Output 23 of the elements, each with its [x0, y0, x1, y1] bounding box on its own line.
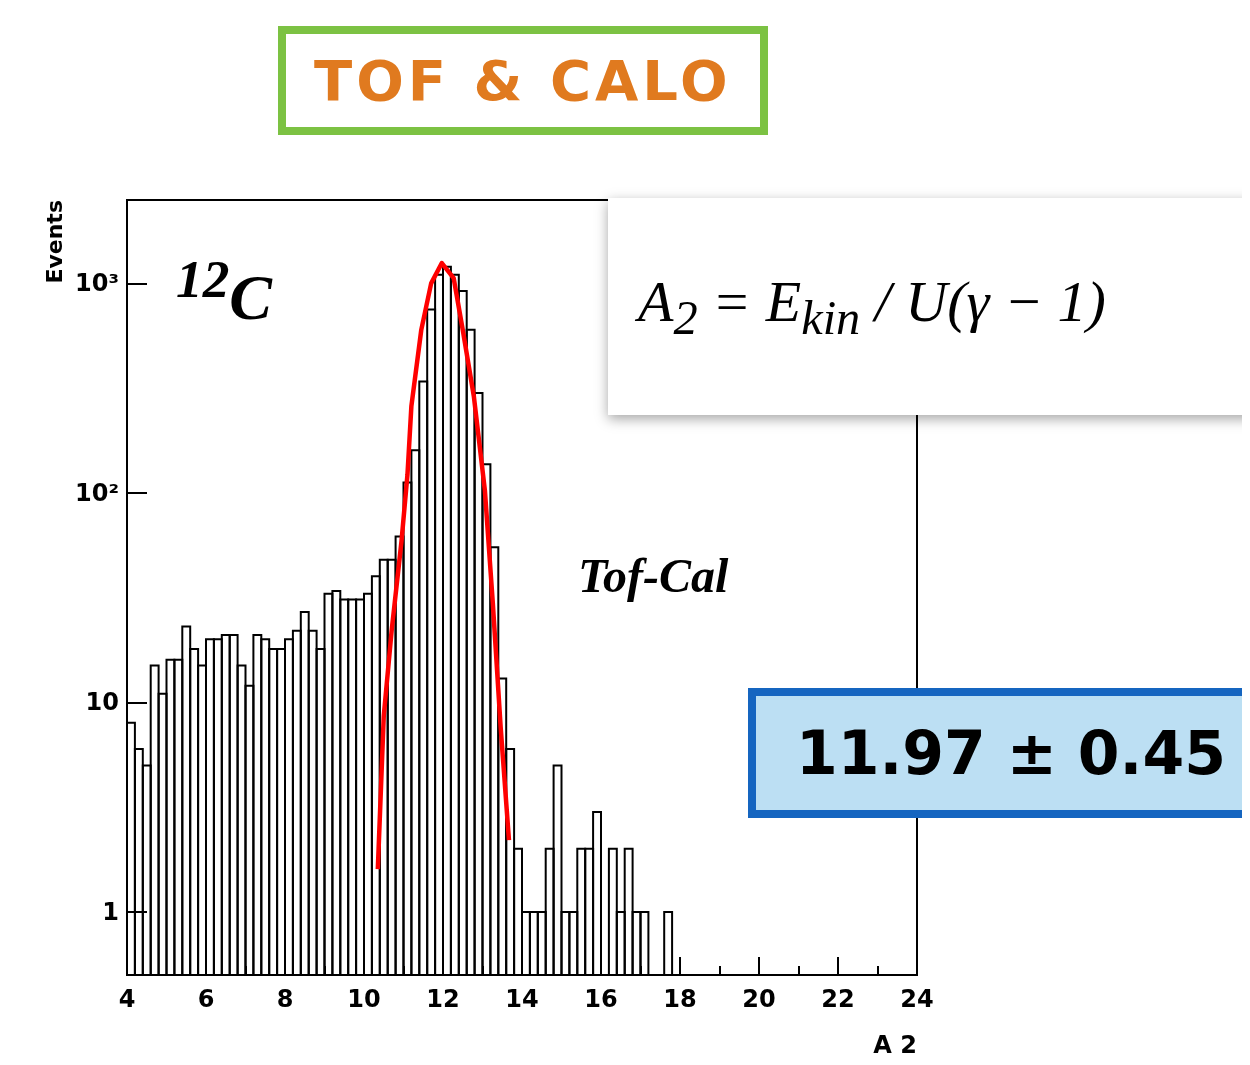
line-series: [375, 260, 512, 872]
x-tick-label: 18: [663, 985, 697, 1013]
x-tick-label: 20: [742, 985, 776, 1013]
y-tick-label: 10²: [75, 478, 119, 507]
x-tick-label: 4: [118, 985, 136, 1013]
y-axis-title: Events: [41, 200, 67, 284]
x-tick-label: 8: [276, 985, 294, 1013]
x-tick-label: 10: [347, 985, 381, 1013]
x-tick-label: 6: [197, 985, 215, 1013]
annotation: Tof-Cal: [578, 548, 729, 603]
x-tick-label: 12: [426, 985, 460, 1013]
y-tick-label: 1: [102, 897, 119, 926]
y-tick-label: 10³: [75, 269, 119, 298]
title-card: TOF & CALO: [278, 26, 768, 135]
x-axis-title: A 2: [873, 1031, 917, 1059]
result-card: 11.97 ± 0.45: [748, 688, 1242, 818]
x-tick-label: 22: [821, 985, 855, 1013]
y-tick-label: 10: [85, 688, 119, 717]
x-tick-label: 16: [584, 985, 618, 1013]
x-tick-label: 24: [900, 985, 934, 1013]
formula-card: A$_{2}$ = E$_{kin}$ / U(γ − 1): [608, 198, 1242, 415]
x-tick-label: 14: [505, 985, 539, 1013]
annotation: $^{12}$C: [176, 248, 273, 336]
